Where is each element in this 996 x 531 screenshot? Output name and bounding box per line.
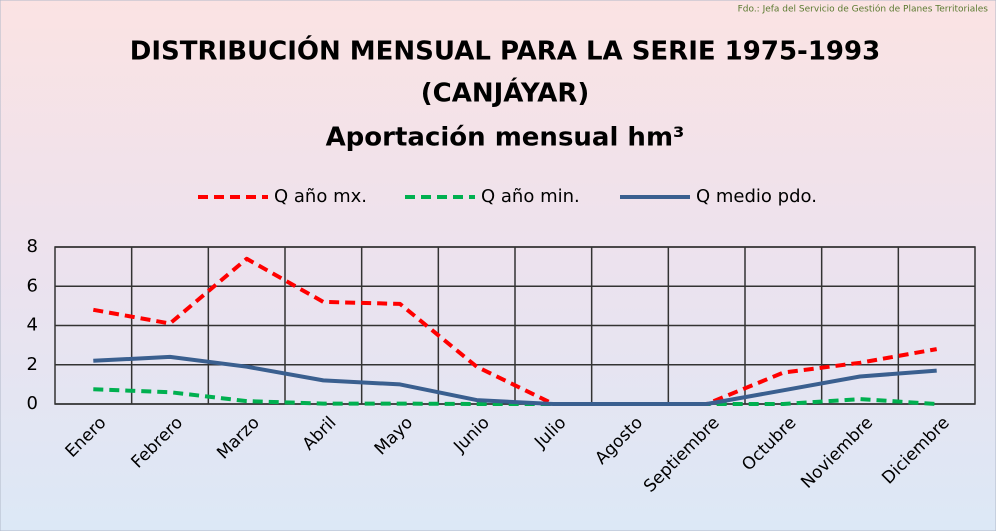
chart-subtitle: Aportación mensual hm³ [326,123,685,153]
y-tick-label: 0 [27,393,38,414]
chart-title: (CANJÁYAR) [421,77,590,109]
chart-title: DISTRIBUCIÓN MENSUAL PARA LA SERIE 1975-… [130,35,880,67]
y-tick-label: 2 [27,354,38,375]
series-line [93,354,937,406]
legend-label: Q medio pdo. [696,186,817,207]
legend-label: Q año min. [481,186,580,207]
note: Fdo.: Jefa del Servicio de Gestión de Pl… [738,4,989,15]
y-tick-label: 4 [27,315,38,336]
y-tick-label: 8 [27,236,38,257]
legend-label: Q año mx. [274,186,367,207]
series-line [92,256,938,406]
y-tick-label: 6 [27,275,38,296]
